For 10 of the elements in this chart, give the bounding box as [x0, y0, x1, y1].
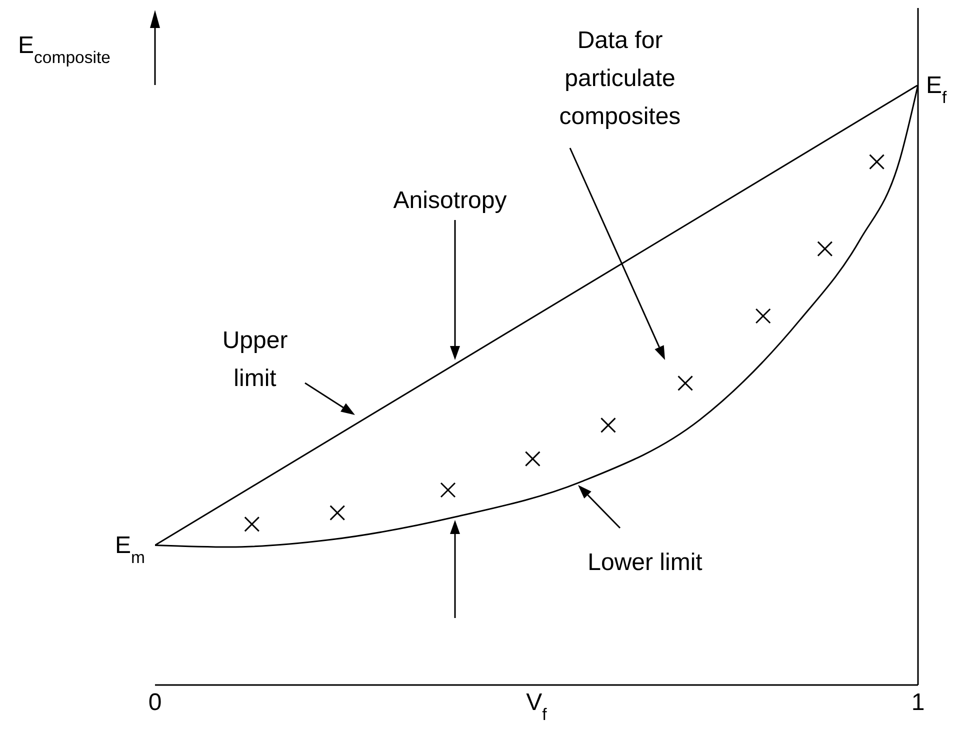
- x-tick-label: 0: [148, 689, 162, 716]
- annotation: Upper limit: [222, 327, 288, 392]
- annotation: E$_{m}$: [115, 532, 145, 567]
- annotation: E$_{f}$: [926, 72, 948, 106]
- annotation: Anisotropy: [393, 187, 507, 214]
- annotation: Data for particulate composites: [559, 27, 681, 130]
- y-axis-title: E$_{composite}$: [18, 32, 110, 66]
- annotation: Lower limit: [588, 549, 703, 576]
- x-axis-title: V$_{f}$: [526, 689, 548, 724]
- x-tick-label: 1: [911, 689, 925, 716]
